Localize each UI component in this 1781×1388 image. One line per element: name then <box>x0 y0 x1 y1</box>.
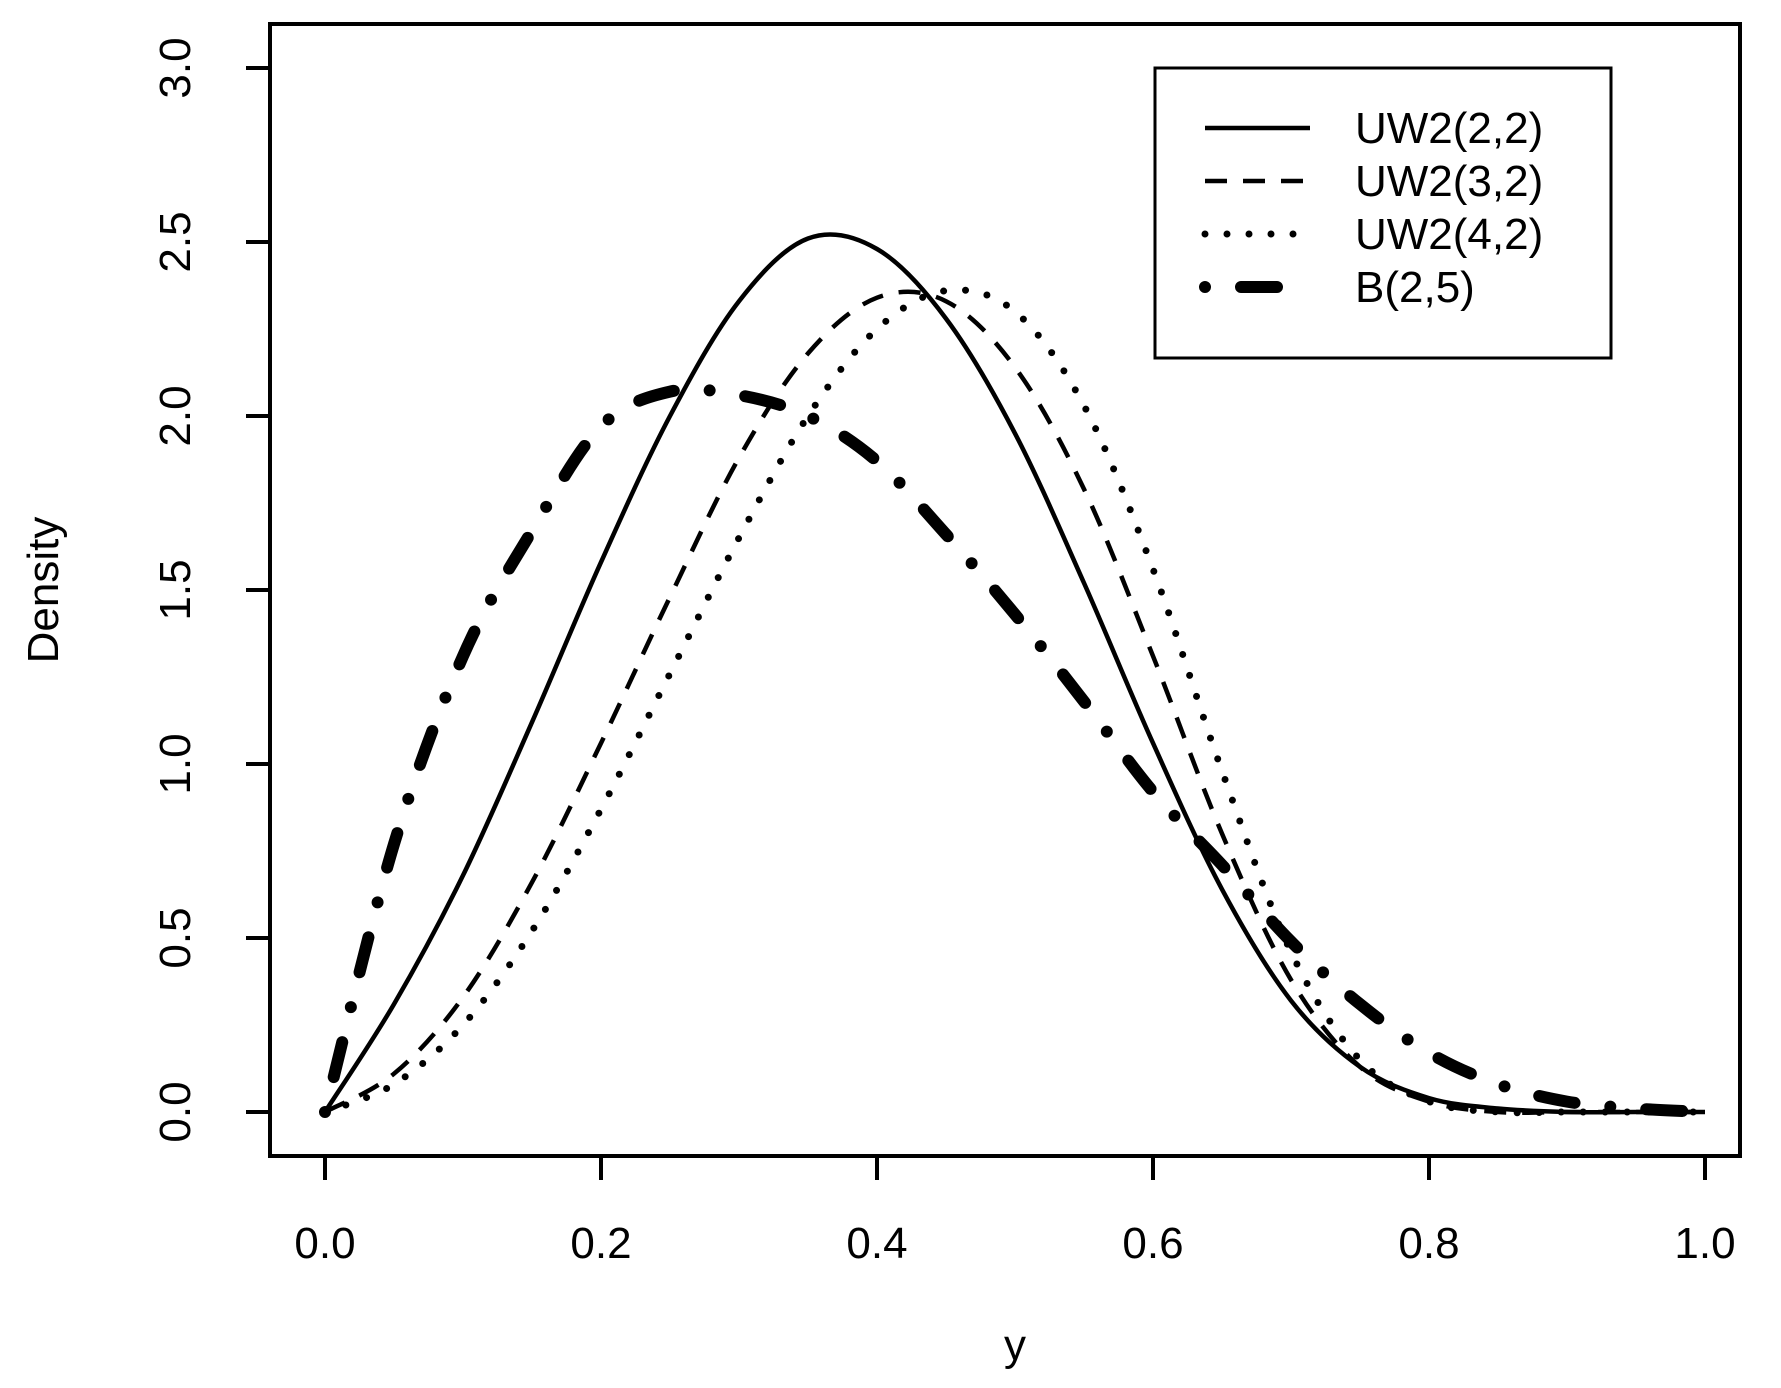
series-line-uw2-3-2 <box>323 289 1705 1116</box>
legend-box <box>1153 66 1613 360</box>
legend-label: UW2(4,2) <box>1355 210 1543 259</box>
legend-label: UW2(2,2) <box>1355 104 1543 153</box>
y-tick-label: 3.0 <box>151 37 200 98</box>
y-tick-label: 1.0 <box>151 733 200 794</box>
x-tick-label: 0.8 <box>1398 1219 1459 1268</box>
series-line-b-2-5 <box>319 383 1711 1118</box>
series-line-uw2-4-2 <box>321 286 1709 1117</box>
x-tick-label: 0.0 <box>294 1219 355 1268</box>
legend-label: UW2(3,2) <box>1355 157 1543 206</box>
y-axis-label: Density <box>19 517 68 664</box>
x-tick-label: 1.0 <box>1674 1219 1735 1268</box>
x-tick-label: 0.6 <box>1122 1219 1183 1268</box>
y-tick-label: 2.0 <box>151 385 200 446</box>
x-tick-label: 0.2 <box>570 1219 631 1268</box>
y-tick-label: 0.0 <box>151 1081 200 1142</box>
y-tick-label: 2.5 <box>151 211 200 272</box>
series-line-uw2-2-2 <box>323 232 1705 1115</box>
x-tick-label: 0.4 <box>846 1219 907 1268</box>
y-tick-label: 1.5 <box>151 559 200 620</box>
x-axis-label: y <box>1004 1321 1026 1370</box>
legend-label: B(2,5) <box>1355 263 1475 312</box>
y-tick-label: 0.5 <box>151 907 200 968</box>
legend: UW2(2,2)UW2(3,2)UW2(4,2)B(2,5) <box>1153 66 1613 360</box>
